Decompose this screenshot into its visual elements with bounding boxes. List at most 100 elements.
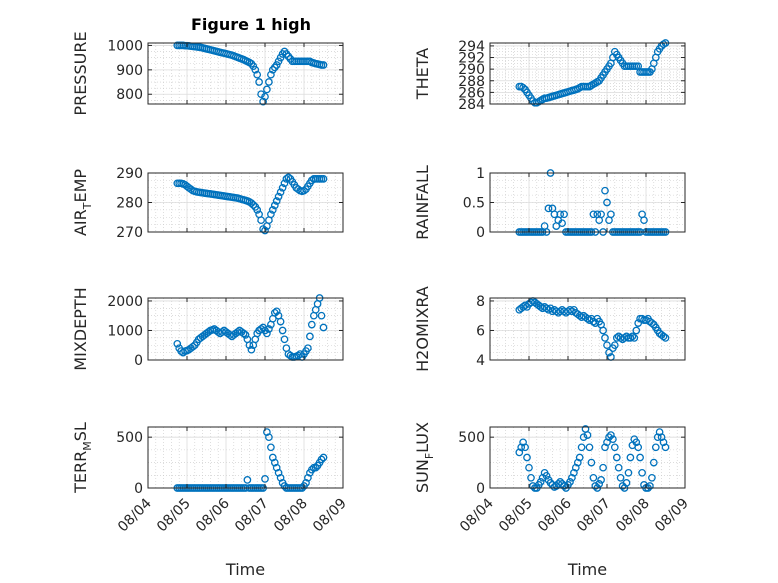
y-tick-label: 4 (476, 353, 485, 369)
data-point (626, 334, 635, 342)
data-point (247, 199, 256, 207)
data-point (542, 304, 551, 313)
y-tick-label: 294 (458, 39, 485, 55)
data-point (599, 463, 607, 472)
data-point (239, 329, 248, 338)
data-point (544, 204, 553, 213)
data-point (272, 197, 281, 205)
data-point (558, 219, 566, 228)
data-point (603, 341, 611, 350)
data-point (519, 83, 527, 92)
data-point (263, 85, 271, 94)
data-point (317, 311, 326, 320)
data-point (614, 463, 623, 472)
data-point (589, 473, 598, 482)
y-tick-label: 0 (134, 481, 143, 497)
data-point (546, 479, 555, 487)
x-axis-label: Time (225, 560, 265, 579)
data-point (272, 463, 281, 472)
y-tick-label: 284 (458, 97, 485, 113)
axes-box (489, 42, 686, 105)
data-point (317, 455, 326, 464)
data-point (589, 210, 598, 219)
y-tick-label: 900 (116, 63, 143, 79)
data-point (311, 463, 320, 472)
data-point (276, 317, 285, 326)
data-point (638, 468, 646, 477)
y-axis-label: AIRTEMP (71, 169, 94, 236)
data-point (255, 78, 263, 86)
y-tick-label: 800 (116, 87, 143, 103)
data-point (536, 478, 545, 486)
data-point (601, 443, 609, 452)
data-point (597, 476, 605, 484)
data-point (649, 458, 658, 467)
data-point (630, 334, 639, 342)
data-point (272, 307, 281, 316)
y-tick-label: 0 (476, 481, 485, 497)
data-point (272, 61, 281, 69)
y-tick-label: 288 (458, 74, 485, 90)
y-tick-label: 292 (458, 51, 485, 67)
y-tick-label: 6 (476, 323, 485, 339)
data-point (267, 210, 275, 219)
data-point (265, 433, 273, 442)
y-tick-label: 290 (116, 166, 143, 182)
data-point (659, 438, 668, 447)
y-tick-label: 1000 (107, 323, 143, 339)
data-point (585, 316, 594, 324)
data-point (249, 201, 258, 209)
data-point (612, 453, 621, 462)
data-point (566, 478, 574, 486)
data-point (319, 323, 328, 332)
data-point (319, 61, 328, 69)
data-point (270, 201, 279, 210)
data-point (253, 206, 262, 214)
data-point (568, 473, 576, 482)
axes-box (489, 426, 686, 489)
data-point (659, 332, 668, 341)
data-point (274, 57, 283, 66)
data-point (304, 344, 312, 353)
data-point (575, 453, 584, 462)
data-point (556, 478, 565, 486)
data-point (204, 328, 213, 336)
data-point (661, 443, 670, 452)
data-point (607, 431, 615, 439)
data-point (265, 325, 273, 333)
data-point (282, 175, 291, 183)
data-point (179, 348, 187, 357)
data-point (261, 226, 269, 235)
axes-box (489, 297, 686, 361)
data-point (626, 453, 635, 462)
data-point (274, 468, 283, 477)
data-point (556, 210, 565, 219)
plot-area (490, 43, 685, 104)
data-point (601, 334, 609, 342)
y-tick-label: 1 (476, 166, 485, 182)
plot-area (490, 298, 685, 360)
data-point (601, 186, 609, 195)
data-point (573, 458, 582, 467)
data-point (319, 453, 328, 462)
data-point (616, 473, 625, 482)
data-point (634, 319, 643, 327)
data-point (587, 458, 596, 467)
data-point (267, 70, 275, 79)
plot-area (148, 43, 343, 104)
data-point (284, 173, 293, 182)
data-point (566, 305, 574, 314)
data-point (280, 335, 289, 344)
data-point (268, 206, 277, 214)
data-point (265, 78, 273, 86)
axes-box (147, 42, 344, 105)
data-point (307, 465, 316, 474)
data-point (610, 443, 619, 452)
y-tick-label: 270 (116, 225, 143, 241)
y-tick-label: 0 (134, 353, 143, 369)
data-point (560, 482, 568, 490)
data-point (542, 471, 551, 480)
x-axis-label: Time (567, 560, 607, 579)
